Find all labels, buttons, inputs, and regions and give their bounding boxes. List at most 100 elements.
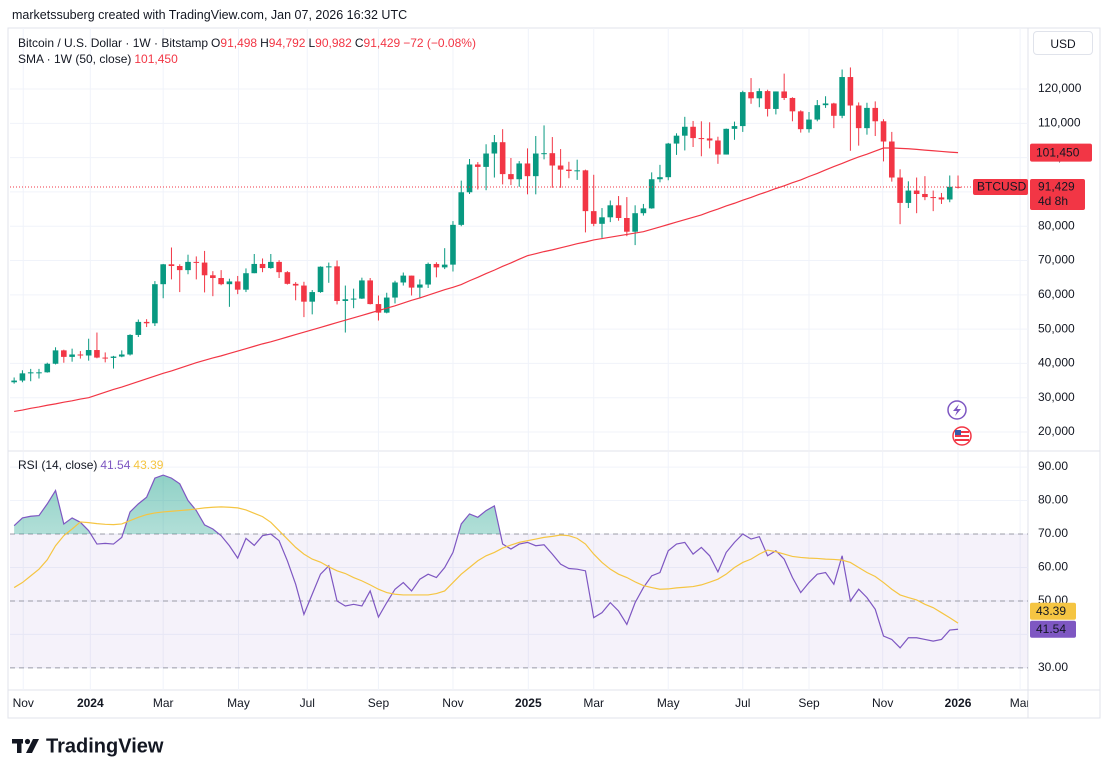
x-tick-label: Nov (13, 696, 34, 710)
candle-body (822, 103, 829, 106)
y-tick-label: 50,000 (1038, 321, 1075, 335)
x-tick-label: 2026 (945, 696, 972, 710)
price-badge: 91,429 (1038, 180, 1075, 194)
flag-canton (955, 430, 961, 435)
x-tick-label: May (657, 696, 680, 710)
event-icons[interactable] (947, 400, 972, 446)
symbol-title: Bitcoin / U.S. Dollar · 1W · Bitstamp (18, 36, 209, 50)
candle-body (723, 128, 730, 155)
y-tick-label: 80.00 (1038, 493, 1068, 507)
candle-body (408, 275, 415, 288)
sma-badge-bg (1030, 143, 1092, 162)
candle-body (715, 140, 721, 155)
candle-body (607, 205, 614, 218)
y-tick-label: 70,000 (1038, 253, 1075, 267)
rsi-ma-value: 43.39 (133, 458, 164, 472)
candle-body (508, 174, 514, 180)
currency-button[interactable]: USD (1033, 31, 1093, 55)
candle-body (930, 197, 936, 199)
candle-body (491, 142, 498, 154)
x-tick-label: Sep (368, 696, 390, 710)
candle-body (847, 77, 854, 106)
rsi-name: RSI (14, close) (18, 458, 98, 472)
candle-body (317, 266, 324, 293)
countdown: 4d 8h (1038, 194, 1068, 208)
candle-body (85, 350, 92, 356)
ohlc-key: O (211, 36, 221, 50)
candle-body (566, 169, 572, 172)
y-tick-label: 30,000 (1038, 390, 1075, 404)
candle-body (218, 278, 224, 285)
candle-body (176, 266, 183, 271)
logo-part (17, 739, 22, 753)
candle-body (690, 126, 696, 139)
candle-body (243, 273, 249, 290)
candle-body (210, 275, 216, 279)
candle-body (698, 138, 705, 140)
candle-body (739, 92, 746, 127)
candle-body (839, 77, 845, 116)
x-tick-label: Jul (300, 696, 315, 710)
brand-logo: TradingView (12, 735, 164, 757)
candle-body (392, 282, 398, 298)
candle-body (61, 350, 67, 357)
attribution: marketssuberg created with TradingView.c… (12, 8, 408, 22)
candle-body (905, 190, 912, 203)
candle-body (632, 213, 638, 232)
candle-body (52, 350, 59, 364)
x-tick-label: Nov (872, 696, 893, 710)
candle-body (110, 356, 117, 358)
rsi-ma-line (13, 506, 959, 624)
candle-body (864, 107, 870, 129)
sma-line (14, 147, 959, 413)
overbought-fill (14, 475, 959, 535)
candle-body (624, 217, 630, 232)
candle-body (160, 264, 166, 285)
x-tick-label: Nov (442, 696, 463, 710)
candle-body (383, 297, 390, 313)
price-pane (10, 67, 1028, 413)
candle-body (27, 372, 34, 374)
candle-body (706, 138, 713, 141)
brand-name: TradingView (46, 735, 164, 757)
candle-body (806, 119, 812, 130)
candle-body (524, 163, 531, 177)
logo-part (26, 739, 39, 753)
candle-body (483, 153, 489, 167)
candle-body (764, 91, 771, 109)
candle-body (375, 304, 382, 313)
ohlc-value: 91,429 (363, 36, 401, 50)
candle-body (458, 192, 465, 225)
x-tick-label: May (227, 696, 250, 710)
candle-body (814, 105, 821, 120)
rsi-ma-badge: 43.39 (1036, 604, 1066, 618)
candle-body (574, 170, 580, 172)
candle-body (201, 262, 208, 276)
y-tick-label: 20,000 (1038, 424, 1075, 438)
event-icon-glyph (953, 404, 961, 416)
candle-body (11, 380, 17, 383)
rsi-badge: 41.54 (1036, 622, 1066, 636)
y-tick-label: 80,000 (1038, 218, 1075, 232)
candle-body (516, 163, 523, 180)
logo-part (24, 738, 31, 745)
candle-body (251, 263, 258, 274)
candle-body (590, 211, 597, 224)
rsi-pane (10, 474, 1028, 669)
candle-body (94, 350, 100, 358)
candle-body (135, 321, 142, 335)
candle-body (466, 164, 473, 193)
y-tick-label: 40,000 (1038, 356, 1075, 370)
change: −72 (−0.08%) (403, 36, 476, 50)
candle-body (309, 292, 316, 302)
ohlc-value: 91,498 (220, 36, 258, 50)
candle-body (789, 97, 796, 112)
candle-body (185, 261, 191, 271)
candle-body (541, 153, 547, 155)
rsi-legend: RSI (14, close) 41.54 43.39 (18, 457, 166, 473)
y-tick-label: 120,000 (1038, 81, 1082, 95)
x-tick-label: Mar (153, 696, 174, 710)
candle-body (433, 263, 440, 268)
candle-body (665, 143, 672, 178)
